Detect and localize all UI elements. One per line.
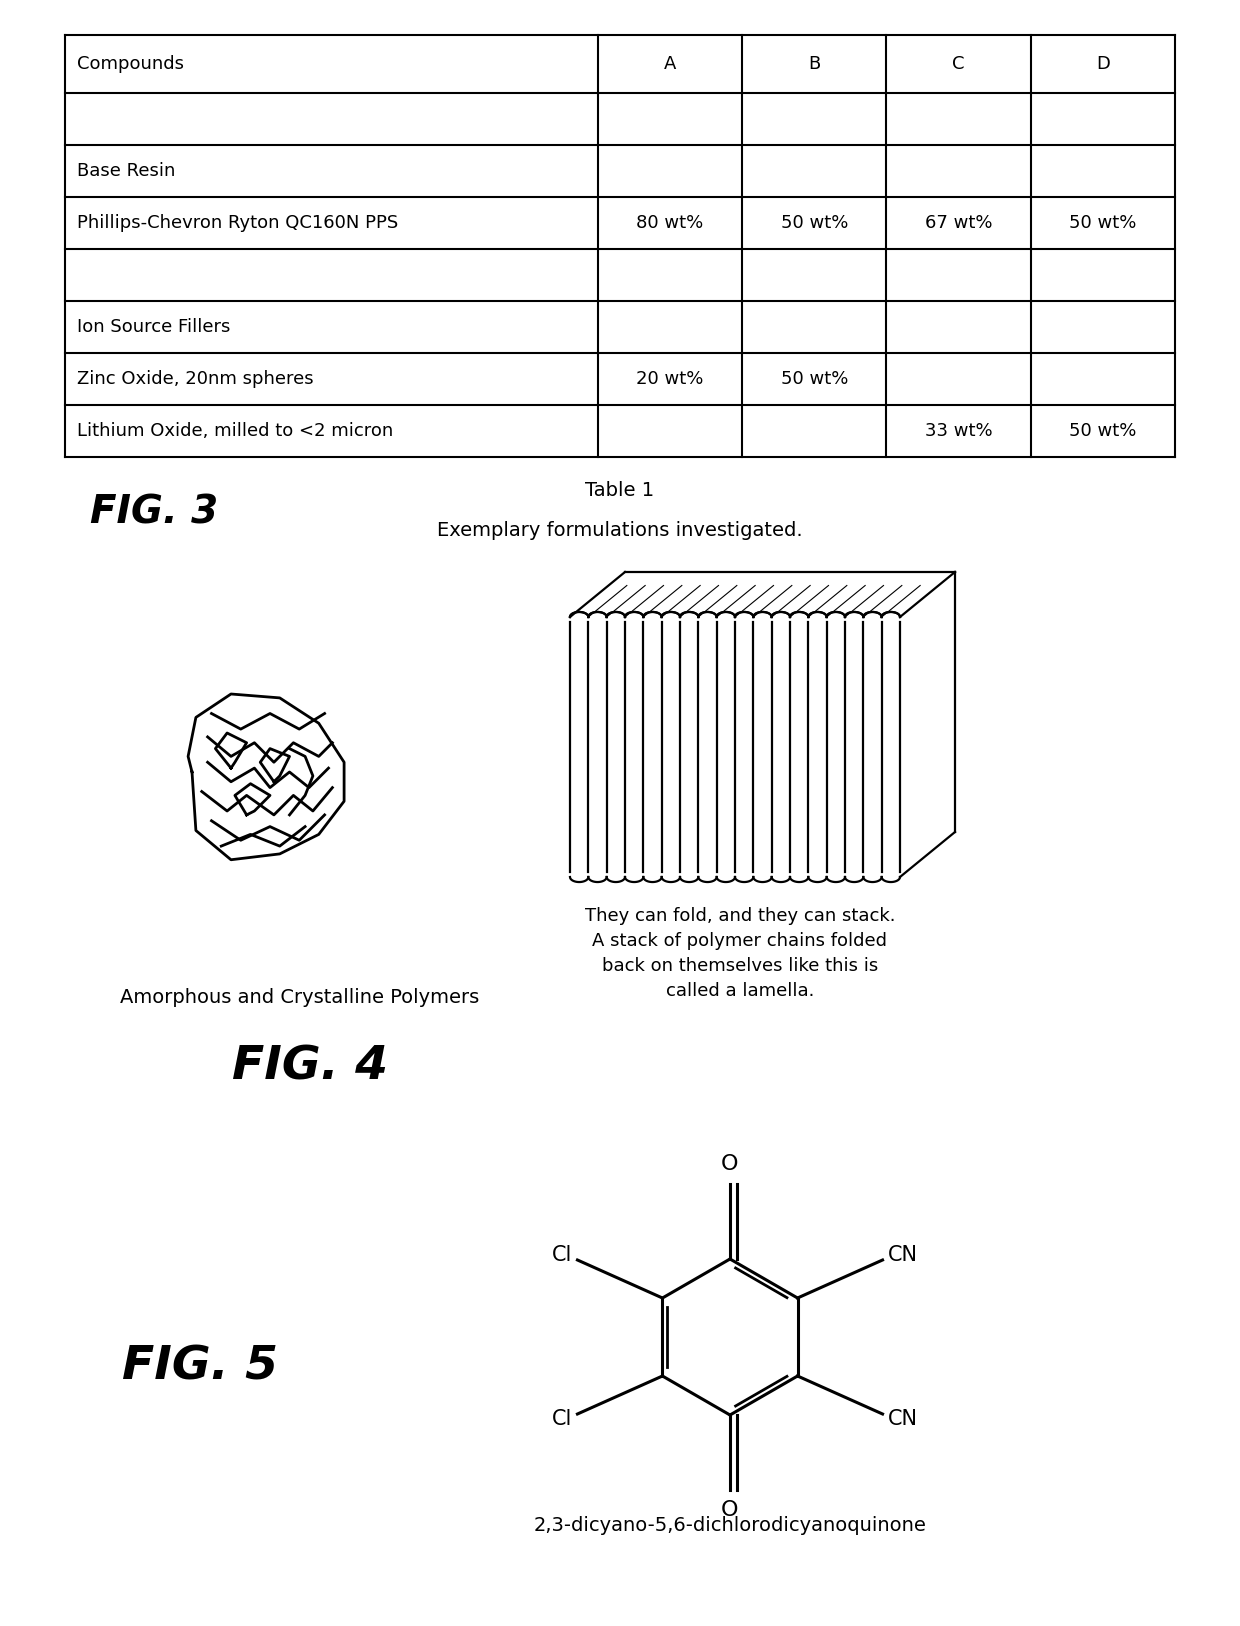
Text: Table 1: Table 1	[585, 481, 655, 499]
Text: 33 wt%: 33 wt%	[925, 423, 992, 441]
Text: Amorphous and Crystalline Polymers: Amorphous and Crystalline Polymers	[120, 987, 480, 1006]
Text: 50 wt%: 50 wt%	[1069, 423, 1137, 441]
Text: O: O	[722, 1154, 739, 1174]
Text: Compounds: Compounds	[77, 55, 184, 73]
Text: C: C	[952, 55, 965, 73]
Text: Cl: Cl	[552, 1246, 573, 1265]
Text: Ion Source Fillers: Ion Source Fillers	[77, 319, 231, 337]
Text: 67 wt%: 67 wt%	[925, 215, 992, 233]
Text: They can fold, and they can stack.
A stack of polymer chains folded
back on them: They can fold, and they can stack. A sta…	[585, 907, 895, 1000]
Text: Lithium Oxide, milled to <2 micron: Lithium Oxide, milled to <2 micron	[77, 423, 393, 441]
Text: O: O	[722, 1501, 739, 1520]
Text: Phillips-Chevron Ryton QC160N PPS: Phillips-Chevron Ryton QC160N PPS	[77, 215, 398, 233]
Text: FIG. 5: FIG. 5	[122, 1345, 278, 1390]
Text: 50 wt%: 50 wt%	[780, 371, 848, 389]
Text: Cl: Cl	[552, 1410, 573, 1429]
Text: 80 wt%: 80 wt%	[636, 215, 703, 233]
Text: B: B	[808, 55, 821, 73]
Text: FIG. 4: FIG. 4	[232, 1044, 388, 1089]
Text: A: A	[663, 55, 676, 73]
Text: 2,3-dicyano-5,6-dichlorodicyanoquinone: 2,3-dicyano-5,6-dichlorodicyanoquinone	[533, 1515, 926, 1535]
Text: Exemplary formulations investigated.: Exemplary formulations investigated.	[438, 520, 802, 540]
Text: CN: CN	[888, 1410, 918, 1429]
Text: 50 wt%: 50 wt%	[1069, 215, 1137, 233]
Text: Base Resin: Base Resin	[77, 163, 175, 180]
Text: 50 wt%: 50 wt%	[780, 215, 848, 233]
Text: 20 wt%: 20 wt%	[636, 371, 703, 389]
Text: D: D	[1096, 55, 1110, 73]
Text: Zinc Oxide, 20nm spheres: Zinc Oxide, 20nm spheres	[77, 371, 314, 389]
Text: CN: CN	[888, 1246, 918, 1265]
Text: FIG. 3: FIG. 3	[91, 493, 218, 532]
